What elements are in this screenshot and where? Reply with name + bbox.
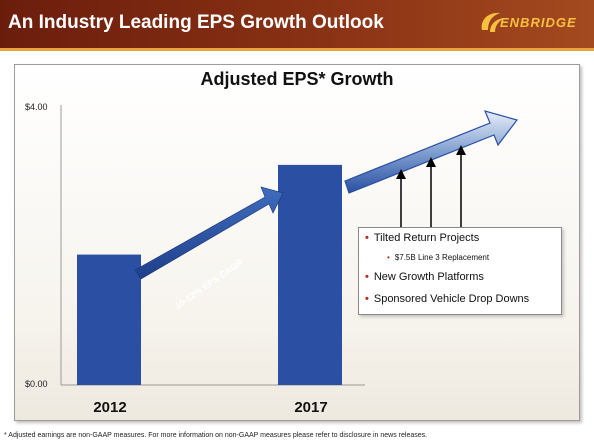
callout-subitem-label: $7.5B Line 3 Replacement (394, 253, 490, 262)
slide-title: An Industry Leading EPS Growth Outlook (8, 12, 384, 33)
enbridge-logo: ENBRIDGE (478, 8, 588, 38)
callout-item-tilted-return: • Tilted Return Projects (365, 232, 479, 244)
chart-panel: Adjusted EPS* Growth $4.00 $0.00 2012 20… (14, 64, 580, 421)
chart-title: Adjusted EPS* Growth (200, 69, 394, 89)
bullet-icon: • (365, 232, 369, 244)
header-divider (0, 48, 594, 51)
chart-canvas (60, 105, 519, 386)
header-bar: An Industry Leading EPS Growth Outlook E… (0, 0, 594, 48)
growth-trend-arrow (344, 110, 519, 194)
callout-item-label: Sponsored Vehicle Drop Downs (373, 293, 530, 305)
cagr-arrow (134, 186, 284, 280)
callout-item-label: New Growth Platforms (373, 271, 484, 283)
driver-arrow-head (456, 145, 466, 155)
x-category-label-2017: 2017 (294, 399, 328, 416)
logo-text: ENBRIDGE (500, 15, 577, 30)
bar-2017 (278, 164, 342, 385)
enbridge-logo-icon (481, 12, 504, 32)
bullet-icon: • (365, 293, 369, 305)
callout-item-sponsored-vehicle: • Sponsored Vehicle Drop Downs (365, 293, 529, 305)
x-category-label-2012: 2012 (93, 399, 127, 416)
callout-subitem-line3: • $7.5B Line 3 Replacement (387, 253, 489, 262)
growth-drivers-callout: • Tilted Return Projects • $7.5B Line 3 Re… (358, 227, 562, 315)
bar-2012 (77, 254, 141, 385)
driver-arrow-head (426, 157, 436, 167)
sub-bullet-icon: • (387, 253, 390, 262)
y-tick-label-top: $4.00 (25, 102, 48, 112)
callout-item-new-growth: • New Growth Platforms (365, 271, 484, 283)
y-tick-label-bottom: $0.00 (25, 379, 48, 389)
callout-item-label: Tilted Return Projects (373, 232, 480, 244)
driver-arrow-head (396, 169, 406, 179)
footnote: * Adjusted earnings are non-GAAP measure… (4, 432, 428, 439)
bullet-icon: • (365, 271, 369, 283)
